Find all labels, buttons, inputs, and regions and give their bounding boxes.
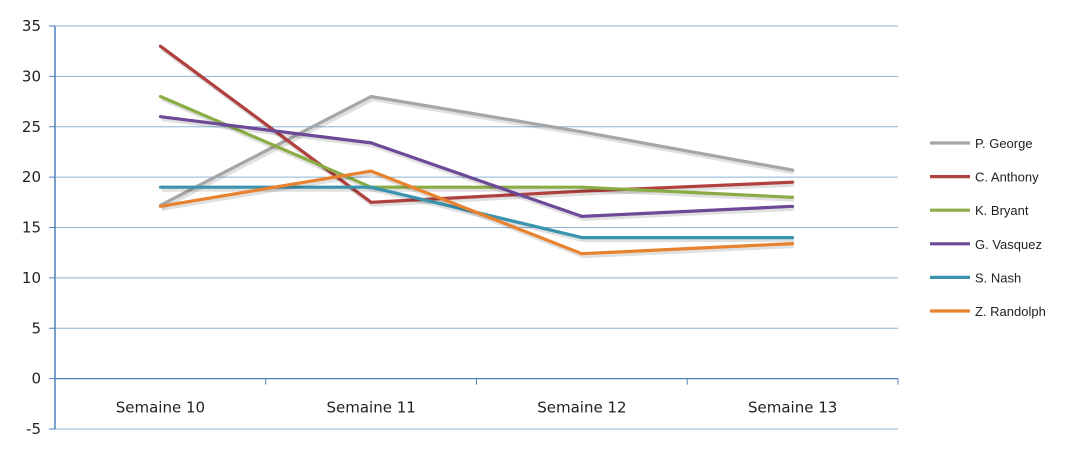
- legend-item: P. George: [930, 136, 1033, 151]
- data-point: [158, 204, 162, 208]
- series-lines: [158, 44, 795, 259]
- x-tick-label: Semaine 11: [326, 399, 415, 417]
- data-point: [580, 252, 584, 256]
- y-tick-label: 5: [31, 319, 41, 337]
- series-5: [158, 169, 795, 259]
- data-point: [369, 185, 373, 189]
- series-line: [159, 44, 793, 204]
- legend-label: S. Nash: [975, 270, 1021, 285]
- data-point: [158, 44, 162, 48]
- data-point: [369, 141, 373, 145]
- data-point: [791, 204, 795, 208]
- series-line: [159, 95, 793, 199]
- data-point: [580, 236, 584, 240]
- y-tick-label: 0: [31, 370, 41, 388]
- data-point: [791, 242, 795, 246]
- series-1: [158, 44, 795, 207]
- data-point: [158, 185, 162, 189]
- y-tick-label: 30: [22, 67, 41, 85]
- legend: P. George C. Anthony K. Bryant G. Vasquez S.…: [930, 136, 1046, 319]
- series-line-shadow: [161, 116, 795, 221]
- legend-item: G. Vasquez: [930, 237, 1042, 252]
- data-point: [580, 214, 584, 218]
- x-tick-label: Semaine 10: [116, 399, 205, 417]
- data-point: [791, 180, 795, 184]
- legend-label: P. George: [975, 136, 1033, 151]
- y-tick-label: -5: [26, 420, 41, 438]
- data-point: [791, 236, 795, 240]
- y-tick-label: 15: [22, 219, 41, 237]
- series-3: [158, 115, 795, 221]
- data-point: [369, 200, 373, 204]
- data-point: [580, 130, 584, 134]
- y-tick-label: 10: [22, 269, 41, 287]
- gridlines: [55, 25, 898, 430]
- y-tick-label: 35: [22, 17, 41, 35]
- y-tick-label: 20: [22, 168, 41, 186]
- x-tick-label: Semaine 13: [748, 399, 837, 417]
- legend-item: K. Bryant: [930, 203, 1029, 218]
- axes: -5 0 5 10 15 20 25 30 35 Semaine 10 Semaine 11 Sema…: [22, 17, 899, 438]
- series-line-shadow: [160, 96, 795, 210]
- series-line: [160, 169, 793, 256]
- legend-item: Z. Randolph: [930, 304, 1046, 319]
- data-point: [580, 185, 584, 189]
- data-point: [158, 95, 162, 99]
- data-point: [369, 95, 373, 99]
- series-line: [159, 94, 793, 207]
- data-point: [158, 115, 162, 119]
- data-point: [369, 169, 373, 173]
- legend-label: G. Vasquez: [975, 237, 1042, 252]
- legend-label: C. Anthony: [975, 170, 1039, 185]
- legend-item: C. Anthony: [930, 170, 1039, 185]
- series-line: [160, 115, 793, 218]
- legend-item: S. Nash: [930, 270, 1021, 285]
- series-0: [158, 94, 795, 210]
- data-point: [791, 168, 795, 172]
- y-tick-label: 25: [22, 118, 41, 136]
- x-tick-label: Semaine 12: [537, 399, 626, 417]
- legend-label: Z. Randolph: [975, 304, 1046, 319]
- data-point: [791, 195, 795, 199]
- legend-label: K. Bryant: [975, 203, 1029, 218]
- data-point: [580, 189, 584, 193]
